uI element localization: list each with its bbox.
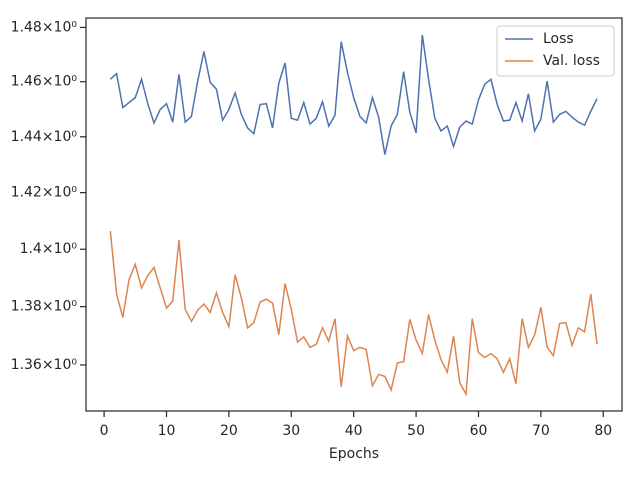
y-tick-label: 1.44×10⁰ bbox=[11, 129, 78, 145]
x-tick-label: 50 bbox=[407, 423, 425, 439]
legend-label: Val. loss bbox=[543, 53, 600, 69]
plot-frame bbox=[85, 17, 623, 412]
y-tick-label: 1.48×10⁰ bbox=[11, 19, 78, 35]
series-line bbox=[109, 230, 598, 397]
x-tick-label: 0 bbox=[100, 423, 109, 439]
legend-label: Loss bbox=[543, 31, 574, 47]
x-tick-label: 60 bbox=[470, 423, 488, 439]
x-tick-label: 80 bbox=[594, 423, 612, 439]
x-tick-label: 20 bbox=[220, 423, 238, 439]
x-axis-label: Epochs bbox=[329, 446, 379, 462]
x-tick-label: 40 bbox=[345, 423, 363, 439]
legend: Loss Val. loss bbox=[496, 25, 615, 77]
y-tick-label: 1.46×10⁰ bbox=[11, 74, 78, 90]
y-tick-label: 1.42×10⁰ bbox=[11, 185, 78, 201]
y-tick-label: 1.4×10⁰ bbox=[20, 241, 78, 257]
x-tick-label: 70 bbox=[532, 423, 550, 439]
series-line bbox=[109, 34, 598, 155]
x-tick-label: 10 bbox=[158, 423, 176, 439]
x-tick-label: 30 bbox=[282, 423, 300, 439]
y-tick-label: 1.38×10⁰ bbox=[11, 299, 78, 315]
y-tick-label: 1.36×10⁰ bbox=[11, 357, 78, 373]
